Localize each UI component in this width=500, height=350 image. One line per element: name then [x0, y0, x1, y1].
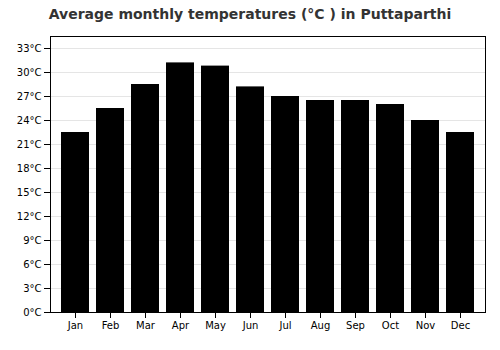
svg-text:12°C: 12°C: [17, 211, 42, 222]
svg-text:Apr: Apr: [172, 320, 190, 331]
svg-text:Jan: Jan: [67, 320, 83, 331]
svg-text:21°C: 21°C: [17, 139, 42, 150]
svg-text:15°C: 15°C: [17, 187, 42, 198]
svg-text:Sep: Sep: [346, 320, 365, 331]
svg-text:May: May: [205, 320, 226, 331]
svg-text:30°C: 30°C: [17, 67, 42, 78]
svg-text:Oct: Oct: [382, 320, 399, 331]
svg-text:Dec: Dec: [451, 320, 470, 331]
svg-text:Mar: Mar: [136, 320, 156, 331]
svg-text:Jun: Jun: [242, 320, 259, 331]
svg-text:3°C: 3°C: [23, 283, 41, 294]
svg-text:Aug: Aug: [311, 320, 331, 331]
svg-text:Feb: Feb: [102, 320, 120, 331]
svg-text:18°C: 18°C: [17, 163, 42, 174]
svg-text:24°C: 24°C: [17, 115, 42, 126]
svg-text:33°C: 33°C: [17, 43, 42, 54]
svg-text:0°C: 0°C: [23, 307, 41, 318]
svg-text:Jul: Jul: [278, 320, 291, 331]
svg-text:6°C: 6°C: [23, 259, 41, 270]
svg-text:27°C: 27°C: [17, 91, 42, 102]
svg-text:9°C: 9°C: [23, 235, 41, 246]
svg-text:Nov: Nov: [416, 320, 436, 331]
html-text:Average monthly temperatures (: Average monthly temperatures (°C ) in Pu…: [48, 6, 452, 22]
